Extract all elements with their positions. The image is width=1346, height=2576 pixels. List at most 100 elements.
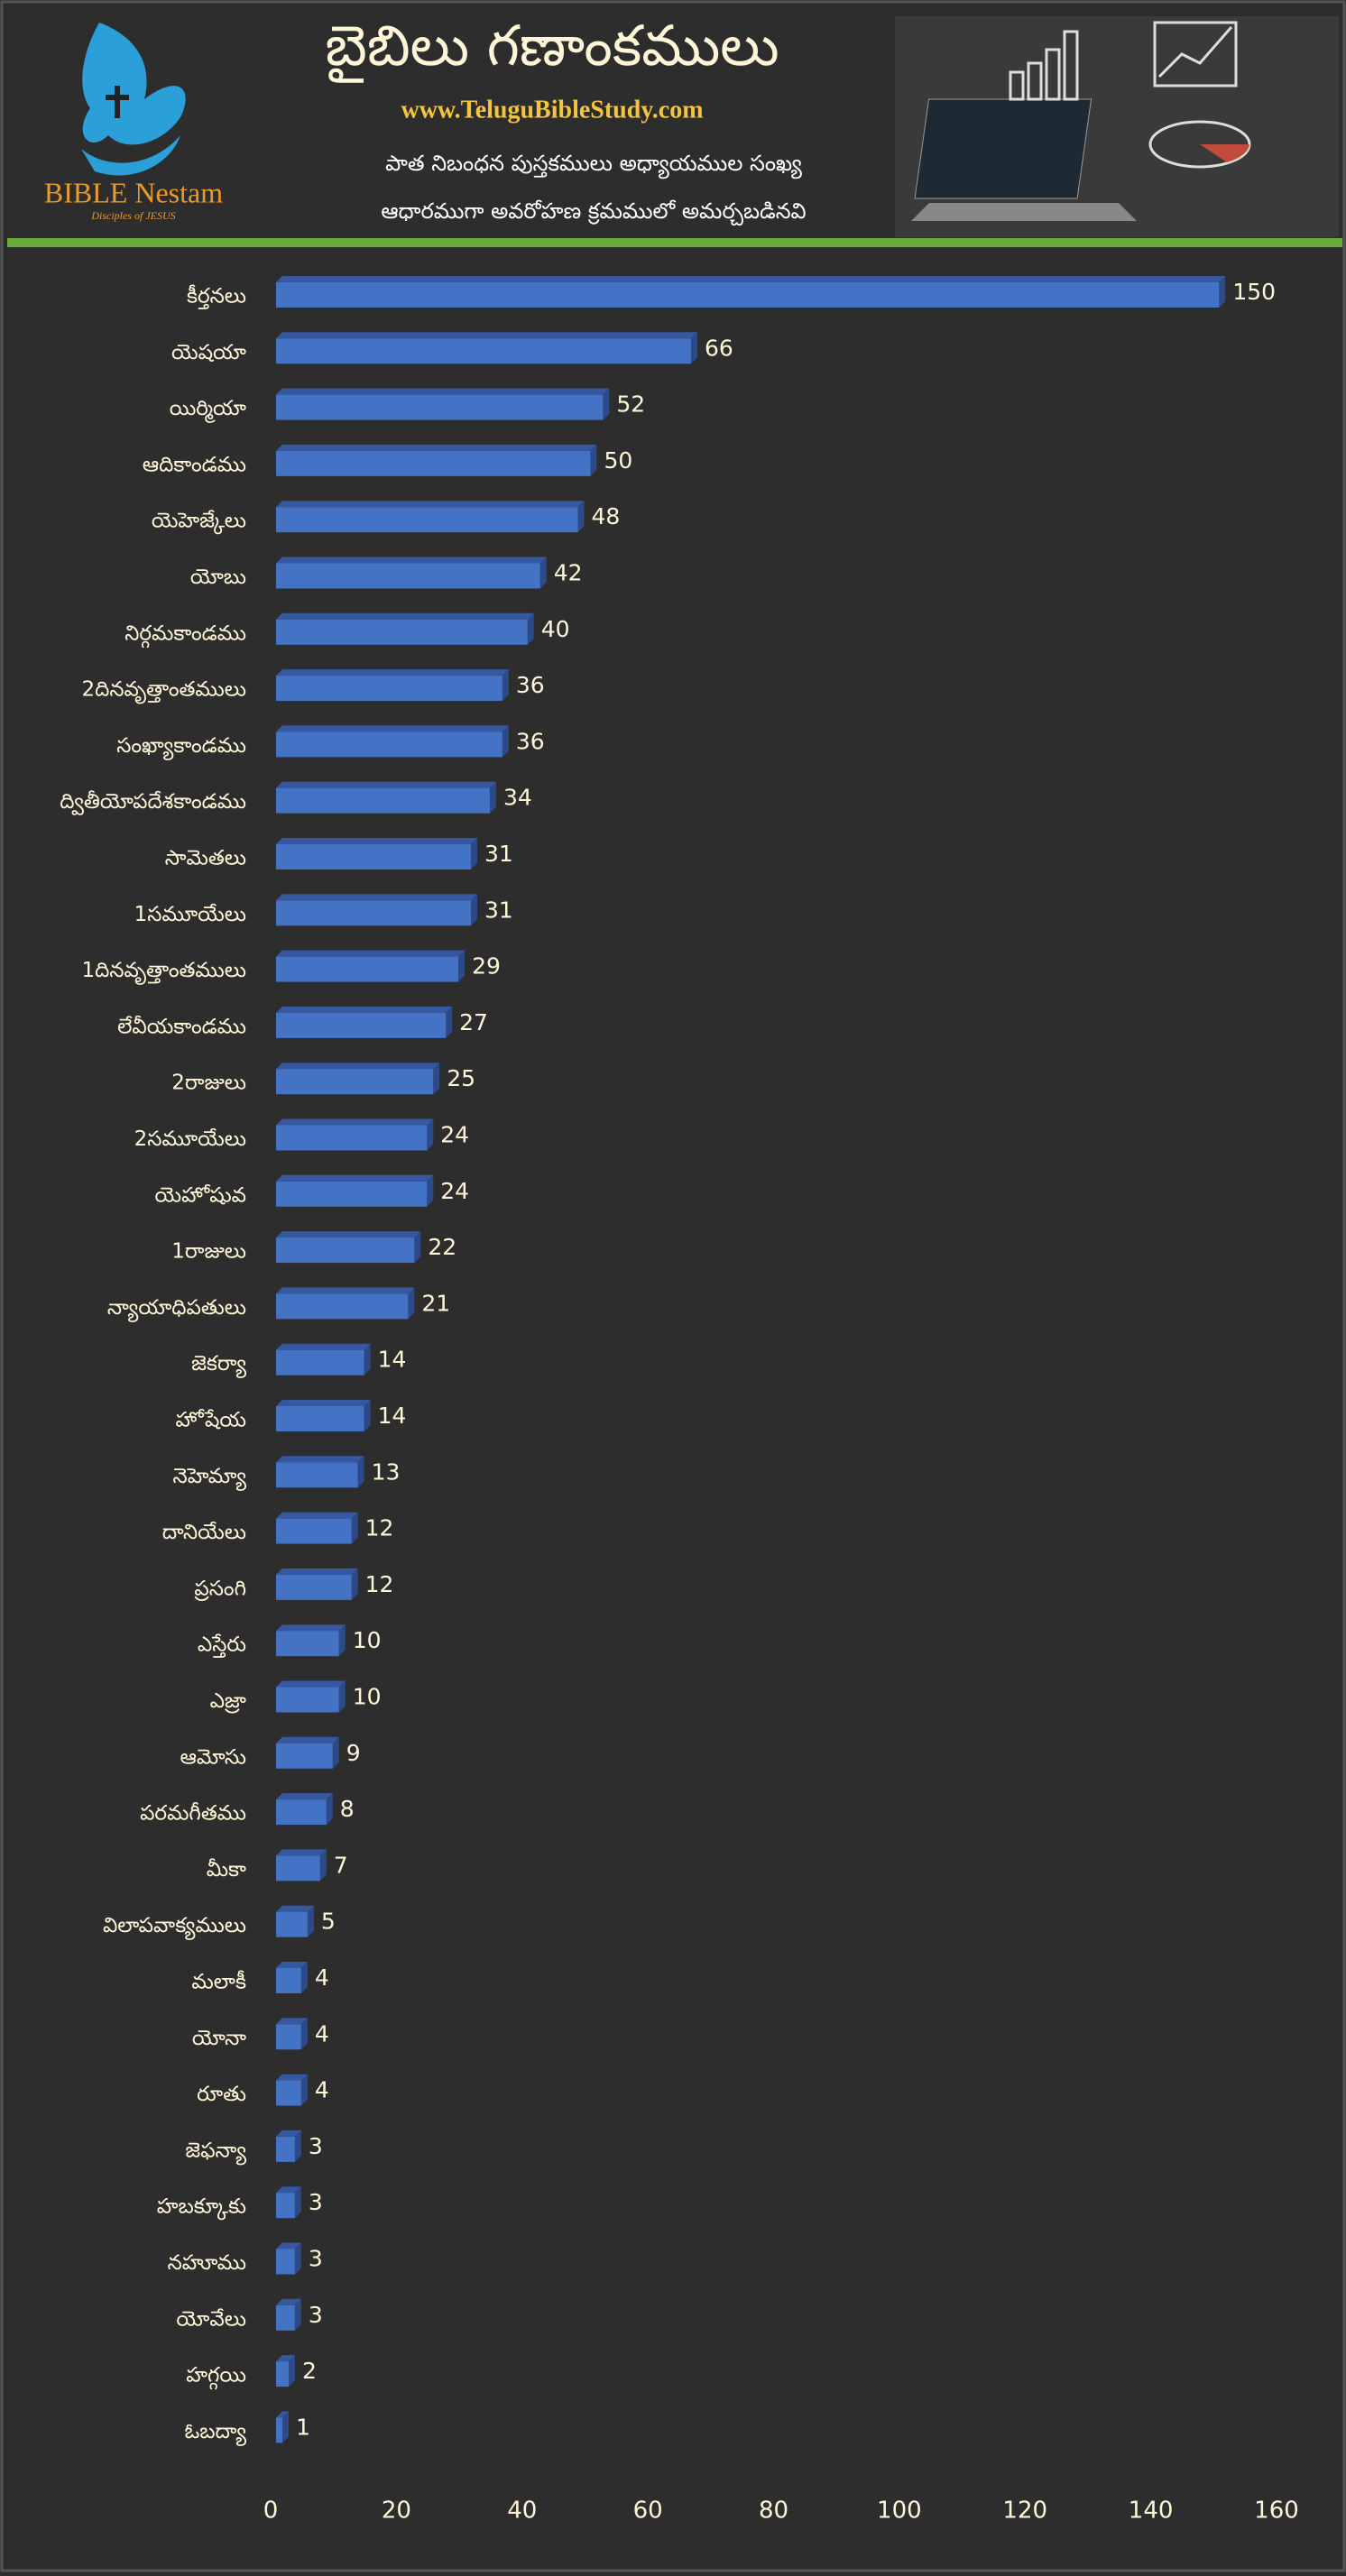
bar-side — [300, 2018, 308, 2050]
value-label: 3 — [309, 2302, 323, 2328]
value-label: 40 — [541, 616, 570, 642]
bar-top — [276, 669, 509, 676]
bar-top — [276, 838, 478, 844]
bar — [276, 1349, 364, 1375]
bar-top — [276, 332, 697, 339]
y-tick-label: లేవీయకాండము — [117, 1015, 246, 1038]
bar-top — [276, 557, 547, 564]
value-label: 7 — [334, 1852, 348, 1878]
y-tick-label: యెహెజ్కేలు — [152, 510, 246, 535]
bar — [276, 1406, 364, 1431]
bar-top — [276, 2186, 301, 2194]
bar — [276, 2080, 301, 2106]
value-label: 150 — [1232, 279, 1276, 305]
bar — [276, 2417, 282, 2443]
value-label: 48 — [592, 503, 621, 529]
bar — [276, 619, 528, 645]
y-tick-label: మీకా — [207, 1858, 246, 1881]
value-label: 5 — [321, 1909, 336, 1935]
bar-side — [471, 894, 478, 926]
bar — [276, 1069, 434, 1095]
bar — [276, 1293, 409, 1320]
value-label: 34 — [503, 785, 532, 811]
value-label: 21 — [421, 1290, 450, 1316]
bar — [276, 2249, 295, 2275]
bar-side — [427, 1174, 434, 1207]
bar-top — [276, 501, 585, 508]
value-label: 31 — [484, 897, 513, 923]
bar-side — [319, 1849, 327, 1881]
bar-top — [276, 1006, 453, 1013]
value-label: 12 — [365, 1515, 394, 1541]
value-label: 4 — [315, 2077, 329, 2103]
y-tick-label: న్యాయాధిపతులు — [107, 1296, 246, 1322]
y-tick-label: నహూము — [168, 2251, 246, 2275]
bar — [276, 844, 472, 869]
logo-name: BIBLE Nestam — [44, 176, 223, 208]
bar-top — [276, 725, 509, 732]
bar — [276, 394, 604, 420]
value-label: 42 — [554, 560, 583, 586]
bar-side — [300, 2074, 308, 2106]
y-tick-label: యోబు — [190, 566, 246, 589]
bar-top — [276, 1736, 339, 1743]
bar-side — [357, 1456, 364, 1488]
value-label: 24 — [440, 1122, 469, 1148]
bar — [276, 1911, 308, 1937]
y-tick-label: మలాకీ — [191, 1971, 246, 1994]
subtitle: పాత నిబంధన పుస్తకములు అధ్యాయముల సంఖ్య — [385, 151, 802, 179]
bar-side — [502, 725, 509, 758]
bar-side — [338, 1624, 346, 1657]
bar-top — [276, 1287, 415, 1294]
bar-side — [489, 781, 496, 814]
y-tick-label: పరమగీతము — [140, 1802, 246, 1826]
bar-top — [276, 1680, 346, 1688]
bar-side — [326, 1793, 333, 1826]
y-tick-label: 1దినవృత్తాంతములు — [81, 959, 246, 985]
bar-side — [288, 2355, 295, 2387]
y-tick-label: ఆదికాండము — [143, 453, 246, 476]
value-label: 22 — [428, 1234, 456, 1260]
value-label: 14 — [378, 1403, 407, 1429]
bar-side — [300, 1962, 308, 1993]
value-label: 29 — [472, 953, 501, 980]
value-label: 52 — [616, 391, 645, 418]
bar-side — [603, 388, 610, 420]
bar-top — [276, 1174, 434, 1182]
y-tick-label: దానియేలు — [162, 1521, 246, 1544]
bar — [276, 2024, 301, 2050]
title: బైబిలు గణాంకములు — [325, 13, 779, 83]
bar-top — [276, 2018, 308, 2025]
bar-top — [276, 2355, 295, 2362]
bar-side — [446, 1006, 453, 1038]
bar-side — [433, 1063, 440, 1095]
y-tick-label: సంఖ్యాకాండము — [116, 734, 246, 760]
value-label: 31 — [484, 841, 513, 867]
bar-top — [276, 2130, 301, 2137]
bar-side — [502, 669, 509, 702]
bar — [276, 1968, 301, 1993]
bar-top — [276, 2298, 301, 2305]
bar-side — [590, 444, 597, 476]
bar — [276, 1855, 320, 1881]
value-label: 14 — [378, 1347, 407, 1373]
bar — [276, 2193, 295, 2219]
bar — [276, 787, 490, 814]
bar — [276, 1743, 333, 1769]
bar — [276, 282, 1220, 308]
bar-top — [276, 1568, 358, 1575]
value-label: 36 — [516, 728, 545, 754]
bar — [276, 1574, 352, 1600]
y-tick-label: 2సమూయేలు — [134, 1127, 246, 1151]
bar — [276, 1462, 358, 1488]
bar-side — [294, 2186, 301, 2219]
bar-top — [276, 2411, 289, 2418]
y-tick-label: ఓబద్యా — [184, 2420, 246, 2446]
value-label: 3 — [309, 2133, 323, 2159]
bar-side — [527, 612, 534, 645]
bar-top — [276, 1793, 333, 1800]
bar-side — [332, 1736, 339, 1769]
website: www.TeluguBibleStudy.com — [401, 96, 703, 124]
bar-top — [276, 894, 478, 901]
